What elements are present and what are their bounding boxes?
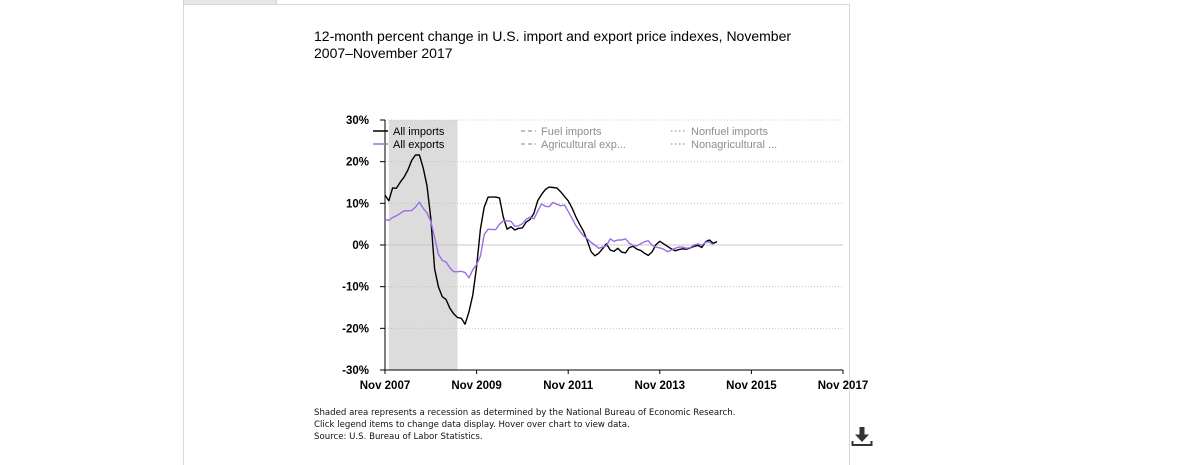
x-tick-label: Nov 2007 bbox=[360, 380, 411, 392]
footnote-instructions: Click legend items to change data displa… bbox=[314, 420, 630, 430]
footnote-source: Source: U.S. Bureau of Labor Statistics. bbox=[314, 432, 483, 442]
legend-label: Nonagricultural ... bbox=[691, 139, 777, 151]
series-line-all-exports[interactable] bbox=[384, 201, 714, 279]
legend-label: All exports bbox=[393, 139, 445, 151]
chart-title: 12-month percent change in U.S. import a… bbox=[314, 28, 792, 61]
footnotes: Shaded area represents a recession as de… bbox=[314, 407, 735, 443]
legend-item-nonagricultural[interactable]: Nonagricultural ... bbox=[671, 139, 777, 151]
legend-item-agricultural-exp[interactable]: Agricultural exp... bbox=[521, 139, 626, 151]
legend-label: Nonfuel imports bbox=[691, 126, 769, 138]
y-tick-label: -10% bbox=[342, 282, 369, 294]
footnote-recession: Shaded area represents a recession as de… bbox=[314, 408, 736, 418]
x-tick-label: Nov 2009 bbox=[451, 380, 502, 392]
legend-label: Fuel imports bbox=[541, 126, 602, 138]
y-tick-label: 10% bbox=[346, 198, 369, 210]
x-tick-label: Nov 2013 bbox=[635, 380, 686, 392]
legend-item-nonfuel-imports[interactable]: Nonfuel imports bbox=[671, 126, 769, 138]
legend-label: Agricultural exp... bbox=[541, 139, 626, 151]
y-tick-label: 0% bbox=[352, 240, 369, 252]
x-tick-label: Nov 2015 bbox=[726, 380, 777, 392]
legend-item-all-imports[interactable]: All imports bbox=[373, 126, 445, 138]
y-tick-label: 20% bbox=[346, 157, 369, 169]
legend-item-fuel-imports[interactable]: Fuel imports bbox=[521, 126, 602, 138]
y-tick-label: -30% bbox=[342, 365, 369, 377]
download-icon[interactable] bbox=[850, 424, 874, 448]
x-tick-label: Nov 2017 bbox=[818, 380, 869, 392]
legend-item-all-exports[interactable]: All exports bbox=[373, 139, 445, 151]
y-tick-label: 30% bbox=[346, 115, 369, 127]
x-tick-label: Nov 2011 bbox=[543, 380, 593, 392]
chart-svg[interactable]: 30% 20% 10% 0% -10% -20% -30% Nov 2007 Nov 2009 N… bbox=[0, 0, 1192, 450]
y-tick-label: -20% bbox=[342, 323, 369, 335]
series-line-all-imports[interactable] bbox=[384, 154, 718, 325]
legend-label: All imports bbox=[393, 126, 445, 138]
chart-card bbox=[183, 4, 850, 465]
